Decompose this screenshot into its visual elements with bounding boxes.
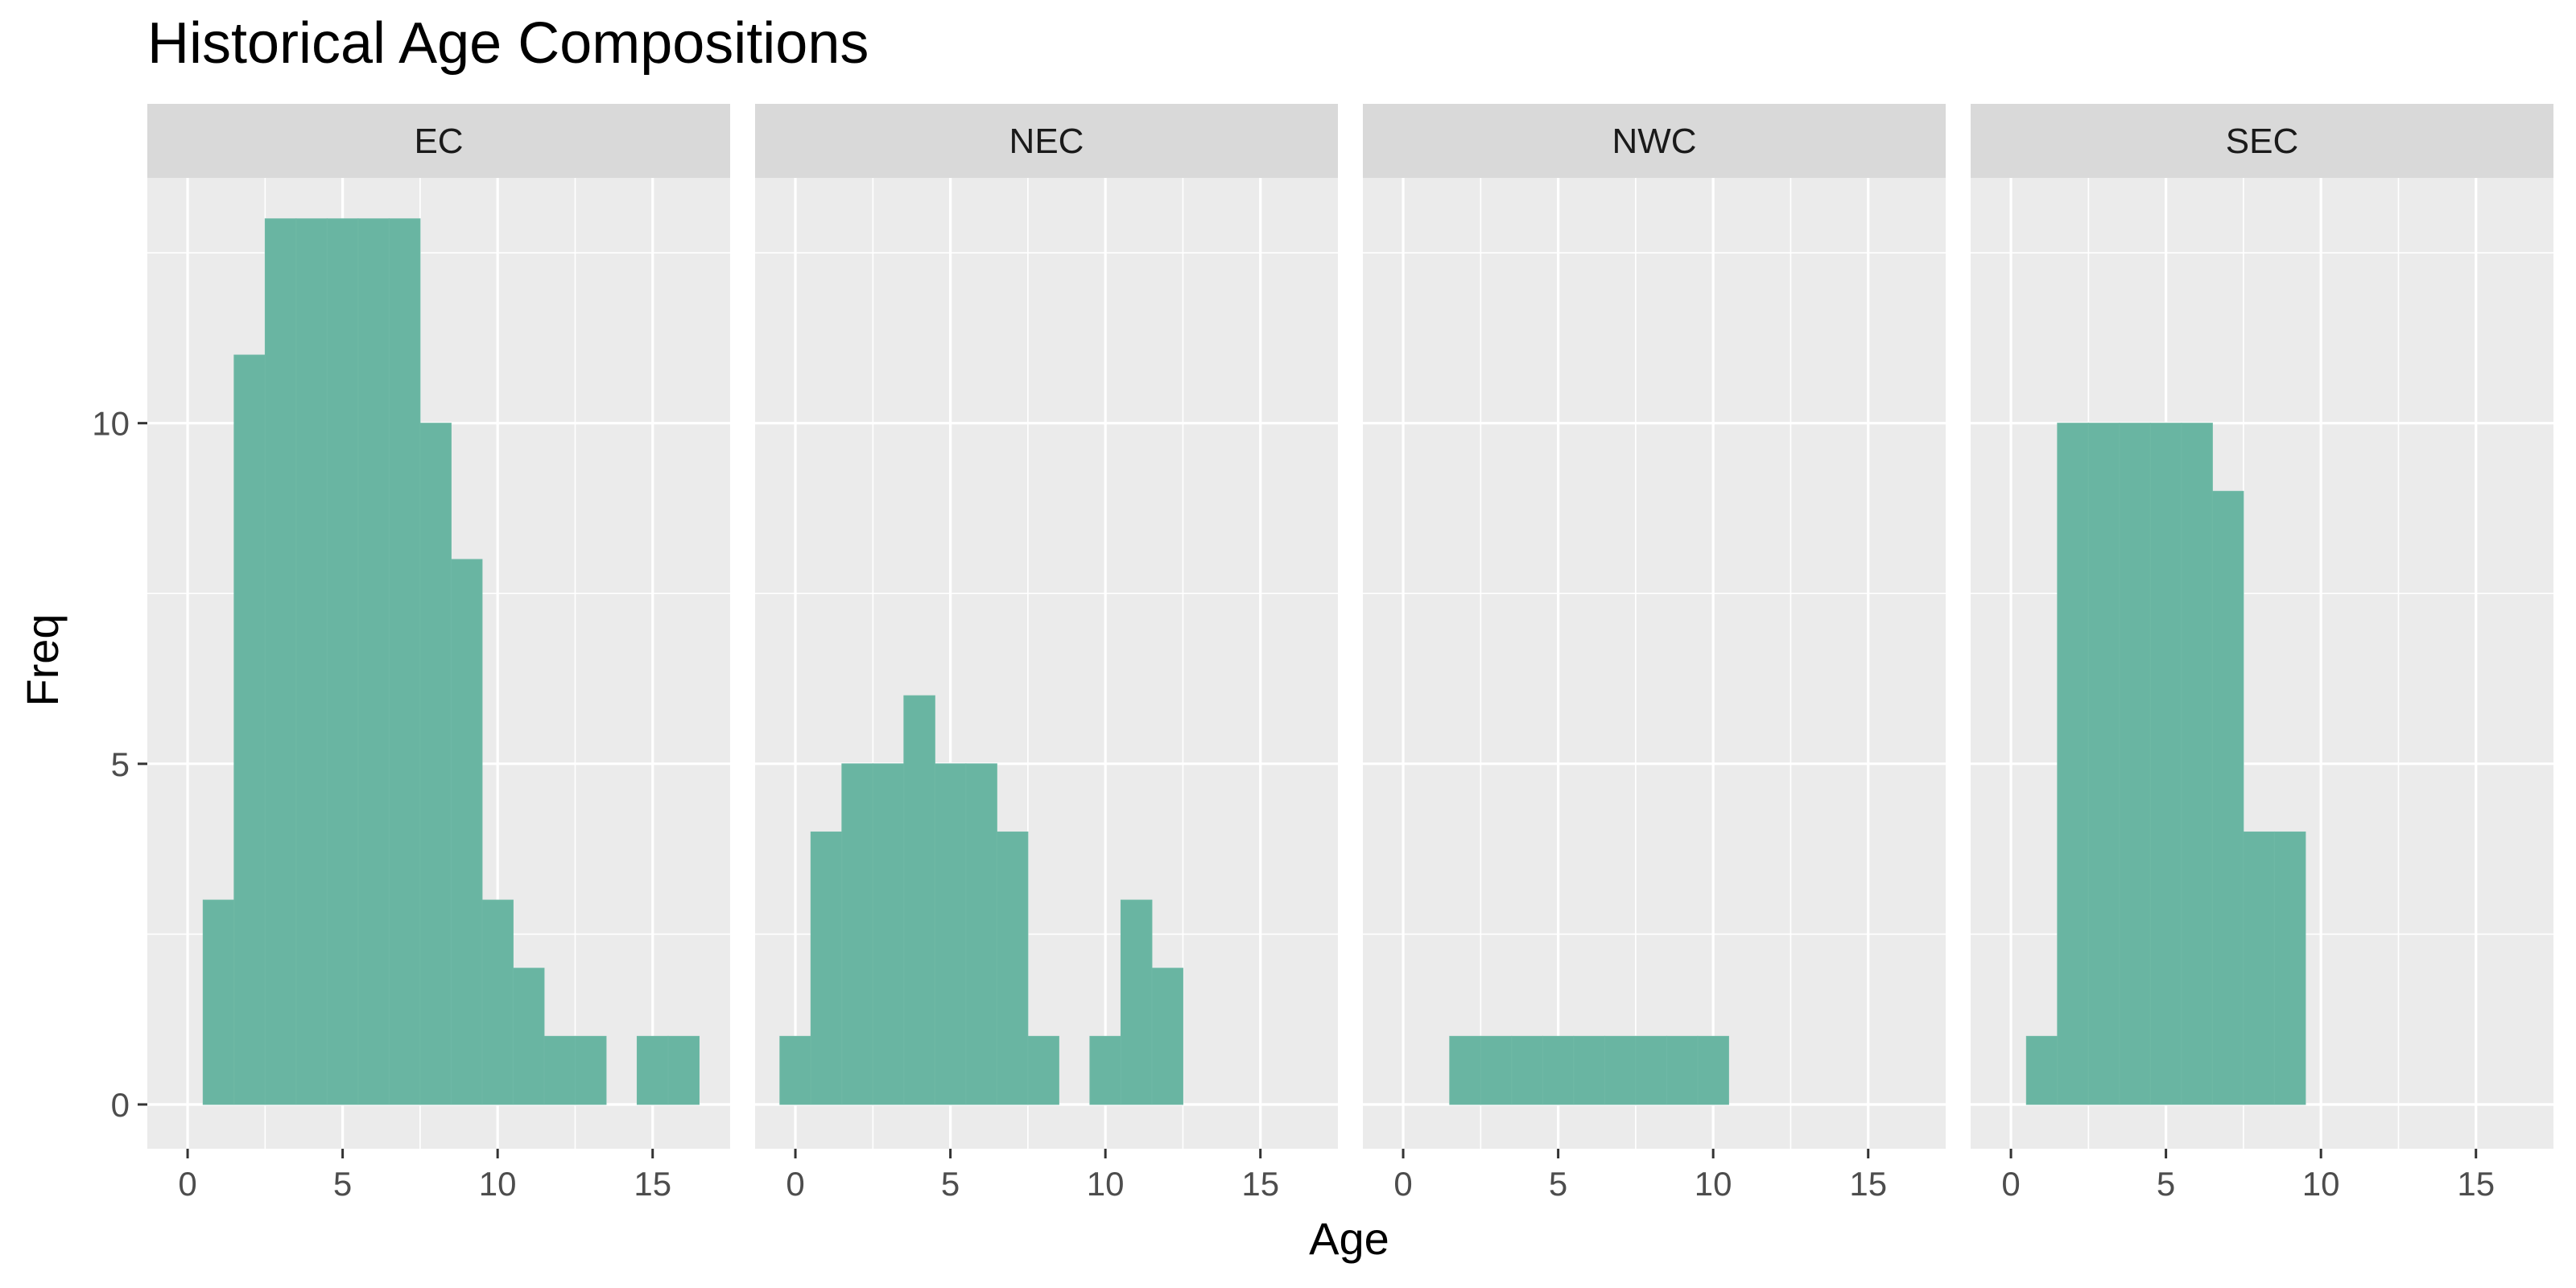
histogram-bar — [667, 1035, 700, 1105]
histogram-bar — [264, 218, 297, 1105]
histogram-bar — [2057, 423, 2089, 1105]
histogram-bar — [1089, 1035, 1121, 1105]
histogram-bar — [1573, 1035, 1605, 1105]
histogram-bar — [1151, 968, 1183, 1105]
histogram-bar — [512, 968, 545, 1105]
y-tick-label: 5 — [111, 745, 130, 783]
facet-strip-label: EC — [414, 122, 463, 161]
histogram-bar — [2273, 831, 2306, 1105]
facet-strip — [1971, 104, 2553, 178]
chart-title: Historical Age Compositions — [147, 11, 869, 76]
panels-group: 0 5 10 EC 0 5 10 15 NEC 0 5 10 15 NWC 0 5 10 15 SEC 0 5 10 15 — [92, 104, 2553, 1203]
y-axis-title: Freq — [17, 613, 68, 706]
histogram-bar — [1542, 1035, 1575, 1105]
x-tick-label: 5 — [2157, 1165, 2175, 1203]
histogram-bar — [1604, 1035, 1637, 1105]
histogram-bar — [326, 218, 359, 1105]
facet-strip — [755, 104, 1338, 178]
histogram-bar — [450, 559, 483, 1105]
histogram-bar — [2211, 490, 2244, 1105]
histogram-bar — [2243, 831, 2275, 1105]
x-tick-label: 10 — [479, 1165, 517, 1203]
histogram-bar — [295, 218, 328, 1105]
x-tick-label: 5 — [333, 1165, 352, 1203]
histogram-bar — [1027, 1035, 1059, 1105]
x-tick-label: 15 — [2457, 1165, 2495, 1203]
y-tick-label: 10 — [92, 405, 130, 443]
histogram-bar — [481, 899, 514, 1105]
histogram-bar — [1120, 899, 1153, 1105]
x-tick-label: 0 — [1393, 1165, 1412, 1203]
histogram-bar — [1511, 1035, 1543, 1105]
histogram-bar — [574, 1035, 607, 1105]
y-tick-label: 0 — [111, 1086, 130, 1124]
x-tick-label: 0 — [2001, 1165, 2020, 1203]
x-tick-label: 15 — [1849, 1165, 1887, 1203]
histogram-bar — [388, 218, 421, 1105]
histogram-bar — [357, 218, 390, 1105]
x-axis-title: Age — [1309, 1213, 1389, 1264]
histogram-bar — [1635, 1035, 1667, 1105]
histogram-bar — [233, 354, 266, 1105]
panel-background — [1363, 178, 1946, 1149]
x-tick-label: 10 — [1695, 1165, 1732, 1203]
histogram-bar — [636, 1035, 669, 1105]
facet-strip-label: SEC — [2226, 122, 2298, 161]
x-tick-label: 0 — [786, 1165, 804, 1203]
histogram-bar — [2087, 423, 2120, 1105]
histogram-bar — [810, 831, 843, 1105]
facet-strip-label: NWC — [1612, 122, 1696, 161]
histogram-bar — [1480, 1035, 1513, 1105]
histogram-bar — [903, 695, 935, 1105]
histogram-bar — [996, 831, 1029, 1105]
histogram-bar — [202, 899, 235, 1105]
x-tick-label: 10 — [1087, 1165, 1125, 1203]
facet-strip-label: NEC — [1009, 122, 1084, 161]
x-tick-label: 5 — [941, 1165, 960, 1203]
x-tick-label: 15 — [1241, 1165, 1279, 1203]
histogram-bar — [965, 763, 997, 1105]
histogram-bar — [1449, 1035, 1481, 1105]
facet-strip — [147, 104, 730, 178]
x-tick-label: 0 — [178, 1165, 196, 1203]
histogram-bar — [841, 763, 873, 1105]
histogram-bar — [419, 423, 452, 1105]
x-tick-label: 15 — [634, 1165, 671, 1203]
histogram-bar — [543, 1035, 576, 1105]
histogram-bar — [872, 763, 905, 1105]
facet-strip — [1363, 104, 1946, 178]
histogram-bar — [2119, 423, 2151, 1105]
histogram-bar — [1666, 1035, 1699, 1105]
histogram-bar — [1697, 1035, 1729, 1105]
histogram-bar — [934, 763, 967, 1105]
x-tick-label: 10 — [2302, 1165, 2340, 1203]
histogram-bar — [2025, 1035, 2058, 1105]
histogram-bar — [2181, 423, 2213, 1105]
histogram-bar — [779, 1035, 811, 1105]
histogram-bar — [2149, 423, 2182, 1105]
x-tick-label: 5 — [1549, 1165, 1567, 1203]
